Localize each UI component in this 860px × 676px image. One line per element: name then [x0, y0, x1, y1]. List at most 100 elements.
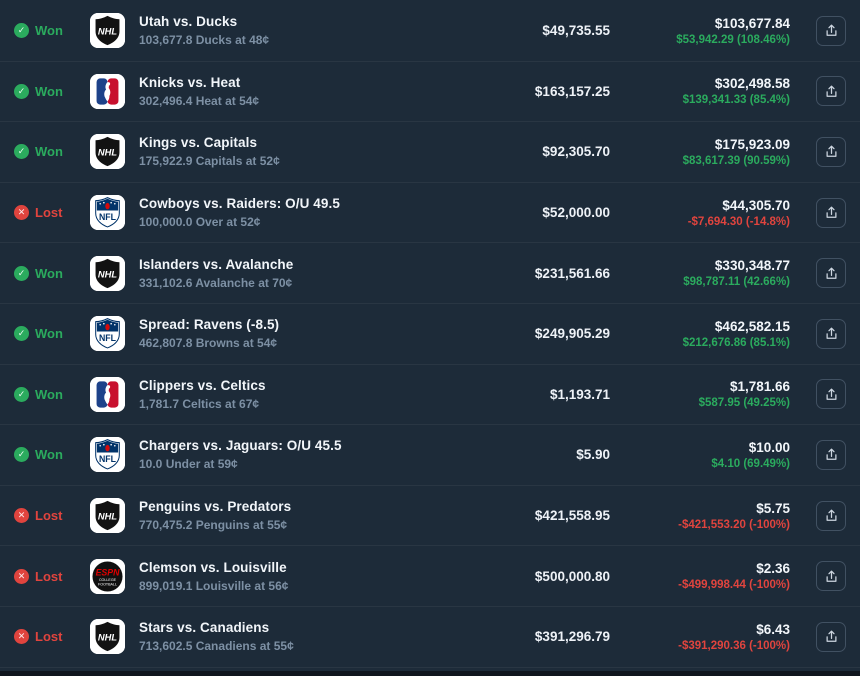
status-badge: ✓ Won: [14, 386, 80, 402]
check-circle-icon: ✓: [14, 83, 29, 99]
bet-title: Stars vs. Canadiens: [139, 620, 270, 636]
share-cell: [790, 258, 846, 289]
bet-subtitle: 1,781.7 Celtics at 67¢: [139, 396, 260, 411]
share-button[interactable]: [816, 561, 846, 592]
bet-title: Clemson vs. Louisville: [139, 559, 287, 575]
status-badge: ✓ Won: [14, 23, 80, 39]
value-column: $330,348.77 $98,787.11 (42.66%): [610, 258, 790, 288]
pnl-text: $587.95 (49.25%): [698, 397, 790, 410]
svg-text:NFL: NFL: [99, 455, 117, 465]
pnl-text: $53,942.29 (108.46%): [676, 33, 790, 46]
value-column: $103,677.84 $53,942.29 (108.46%): [610, 16, 790, 46]
bet-row[interactable]: ✓ Won NFL Chargers vs. Jaguars: O/U 45.5…: [0, 425, 860, 486]
bet-amount: $500,000.80: [534, 568, 610, 584]
pnl-text: $139,341.33 (85.4%): [682, 94, 790, 107]
nhl-logo-icon: NHL: [90, 498, 125, 534]
bet-info: Knicks vs. Heat 302,496.4 Heat at 54¢: [139, 75, 450, 108]
value-column: $44,305.70 -$7,694.30 (-14.8%): [610, 198, 790, 228]
svg-text:NFL: NFL: [99, 212, 117, 222]
share-cell: [790, 136, 846, 167]
bet-row[interactable]: ✕ Lost NHL Stars vs. Canadiens 713,602.5…: [0, 607, 860, 668]
bet-title: Cowboys vs. Raiders: O/U 49.5: [139, 196, 340, 212]
x-circle-icon: ✕: [14, 629, 29, 645]
pnl-text: -$421,553.20 (-100%): [678, 518, 790, 531]
current-value: $6.43: [756, 621, 790, 637]
pnl-text: $4.10 (69.49%): [711, 457, 790, 470]
status-label: Won: [35, 386, 63, 402]
value-column: $175,923.09 $83,617.39 (90.59%): [610, 137, 790, 167]
share-cell: [790, 379, 846, 410]
bet-title: Clippers vs. Celtics: [139, 377, 266, 393]
bet-row[interactable]: ✓ Won NHL Utah vs. Ducks 103,677.8 Ducks…: [0, 1, 860, 62]
share-upload-icon: [824, 569, 839, 584]
status-badge: ✕ Lost: [14, 205, 80, 221]
current-value: $175,923.09: [714, 136, 790, 152]
bet-row[interactable]: ✓ Won NHL Kings vs. Capitals 175,922.9 C…: [0, 122, 860, 183]
svg-text:ESPN: ESPN: [96, 567, 121, 577]
bet-info: Clemson vs. Louisville 899,019.1 Louisvi…: [139, 560, 450, 593]
bet-amount: $5.90: [576, 447, 610, 463]
current-value: $302,498.58: [714, 76, 790, 92]
svg-text:NHL: NHL: [98, 633, 117, 643]
nba-logo-icon: [90, 73, 125, 109]
share-button[interactable]: [816, 136, 846, 167]
status-label: Won: [35, 265, 63, 281]
share-button[interactable]: [816, 621, 846, 652]
share-cell: [790, 15, 846, 46]
share-button[interactable]: [816, 76, 846, 107]
bet-subtitle: 770,475.2 Penguins at 55¢: [139, 518, 288, 533]
bet-subtitle: 103,677.8 Ducks at 48¢: [139, 33, 270, 48]
share-cell: [790, 500, 846, 531]
share-button[interactable]: [816, 500, 846, 531]
bet-row[interactable]: ✓ Won Knicks vs. Heat 302,496.4 Heat at …: [0, 62, 860, 123]
share-button[interactable]: [816, 439, 846, 470]
bet-row[interactable]: ✕ Lost NFL Cowboys vs. Raiders: O/U 49.5…: [0, 183, 860, 244]
current-value: $10.00: [748, 439, 790, 455]
bet-amount: $49,735.55: [542, 23, 610, 39]
share-cell: [790, 561, 846, 592]
share-cell: [790, 197, 846, 228]
bet-amount: $231,561.66: [534, 265, 610, 281]
share-button[interactable]: [816, 379, 846, 410]
status-badge: ✕ Lost: [14, 508, 80, 524]
value-column: $1,781.66 $587.95 (49.25%): [610, 379, 790, 409]
share-upload-icon: [824, 144, 839, 159]
bet-row[interactable]: ✕ Lost ESPN COLLEGE FOOTBALL Clemson vs. L…: [0, 546, 860, 607]
share-cell: [790, 621, 846, 652]
status-badge: ✓ Won: [14, 83, 80, 99]
status-label: Lost: [35, 205, 63, 221]
svg-text:COLLEGE: COLLEGE: [99, 578, 117, 582]
share-upload-icon: [824, 447, 839, 462]
share-button[interactable]: [816, 258, 846, 289]
bet-subtitle: 100,000.0 Over at 52¢: [139, 215, 261, 230]
bet-info: Kings vs. Capitals 175,922.9 Capitals at…: [139, 135, 450, 168]
bet-row[interactable]: ✕ Lost NHL Penguins vs. Predators 770,47…: [0, 486, 860, 547]
status-label: Won: [35, 326, 63, 342]
bet-row[interactable]: ✓ Won NHL Islanders vs. Avalanche 331,10…: [0, 243, 860, 304]
nhl-logo-icon: NHL: [90, 134, 125, 170]
share-upload-icon: [824, 266, 839, 281]
bet-subtitle: 899,019.1 Louisville at 56¢: [139, 578, 289, 593]
bet-info: Penguins vs. Predators 770,475.2 Penguin…: [139, 499, 450, 532]
share-button[interactable]: [816, 318, 846, 349]
share-cell: [790, 318, 846, 349]
espncfb-logo-icon: ESPN COLLEGE FOOTBALL: [90, 558, 125, 594]
value-column: $2.36 -$499,998.44 (-100%): [610, 561, 790, 591]
share-button[interactable]: [816, 197, 846, 228]
pnl-text: $98,787.11 (42.66%): [683, 276, 790, 289]
bet-info: Chargers vs. Jaguars: O/U 45.5 10.0 Unde…: [139, 438, 450, 471]
share-button[interactable]: [816, 15, 846, 46]
pnl-text: $212,676.86 (85.1%): [682, 336, 790, 349]
check-circle-icon: ✓: [14, 144, 29, 160]
current-value: $462,582.15: [714, 318, 790, 334]
share-upload-icon: [824, 508, 839, 523]
bet-row[interactable]: ✓ Won Clippers vs. Celtics 1,781.7 Celti…: [0, 365, 860, 426]
pnl-text: $83,617.39 (90.59%): [682, 154, 790, 167]
bet-amount: $421,558.95: [534, 508, 610, 524]
svg-text:NFL: NFL: [99, 333, 117, 343]
bet-row[interactable]: ✓ Won NFL Spread: Ravens (-8.5) 462,807.…: [0, 304, 860, 365]
status-badge: ✓ Won: [14, 326, 80, 342]
check-circle-icon: ✓: [14, 326, 29, 342]
